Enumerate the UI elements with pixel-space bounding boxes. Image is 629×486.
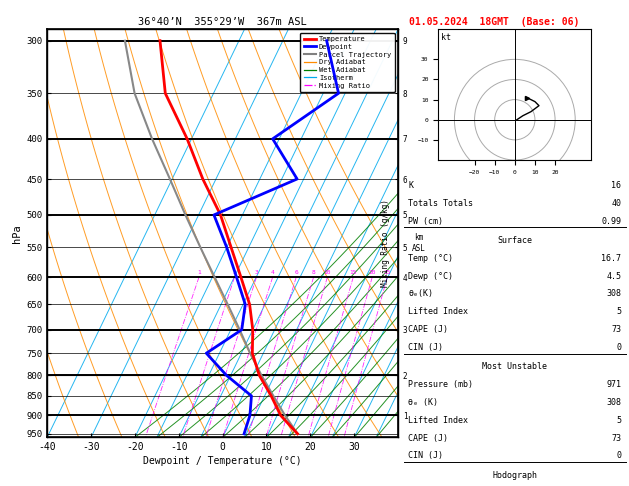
- Text: Dewp (°C): Dewp (°C): [408, 272, 454, 281]
- Text: 5: 5: [616, 416, 621, 425]
- Text: CIN (J): CIN (J): [408, 451, 443, 460]
- Text: CAPE (J): CAPE (J): [408, 434, 448, 443]
- Text: 971: 971: [606, 380, 621, 389]
- Text: 4.5: 4.5: [606, 272, 621, 281]
- X-axis label: Dewpoint / Temperature (°C): Dewpoint / Temperature (°C): [143, 456, 302, 467]
- Text: 308: 308: [606, 290, 621, 298]
- Text: K: K: [408, 181, 413, 190]
- Text: kt: kt: [442, 33, 452, 42]
- Text: 2: 2: [233, 270, 237, 275]
- Text: 73: 73: [611, 325, 621, 334]
- Text: 73: 73: [611, 434, 621, 443]
- Text: 4: 4: [270, 270, 274, 275]
- Text: 0.99: 0.99: [601, 217, 621, 226]
- Title: 36°40’N  355°29’W  367m ASL: 36°40’N 355°29’W 367m ASL: [138, 17, 307, 27]
- Text: 15: 15: [350, 270, 357, 275]
- Text: 25: 25: [384, 270, 391, 275]
- Y-axis label: km
ASL: km ASL: [412, 233, 426, 253]
- Text: θₑ(K): θₑ(K): [408, 290, 433, 298]
- Text: 40: 40: [611, 199, 621, 208]
- Text: CAPE (J): CAPE (J): [408, 325, 448, 334]
- Text: Surface: Surface: [498, 236, 532, 245]
- Text: 0: 0: [616, 451, 621, 460]
- Text: Pressure (mb): Pressure (mb): [408, 380, 473, 389]
- Text: 10: 10: [324, 270, 331, 275]
- Legend: Temperature, Dewpoint, Parcel Trajectory, Dry Adiabat, Wet Adiabat, Isotherm, Mi: Temperature, Dewpoint, Parcel Trajectory…: [300, 33, 394, 92]
- Text: 20: 20: [369, 270, 376, 275]
- Text: 5: 5: [616, 307, 621, 316]
- Text: PW (cm): PW (cm): [408, 217, 443, 226]
- Text: Totals Totals: Totals Totals: [408, 199, 473, 208]
- Text: CIN (J): CIN (J): [408, 343, 443, 352]
- Text: 1: 1: [197, 270, 201, 275]
- Text: Lifted Index: Lifted Index: [408, 416, 468, 425]
- Text: 6: 6: [294, 270, 298, 275]
- Text: Hodograph: Hodograph: [493, 471, 537, 480]
- Text: 01.05.2024  18GMT  (Base: 06): 01.05.2024 18GMT (Base: 06): [409, 17, 579, 27]
- Y-axis label: hPa: hPa: [12, 224, 22, 243]
- Text: Most Unstable: Most Unstable: [482, 363, 547, 371]
- Text: Lifted Index: Lifted Index: [408, 307, 468, 316]
- Text: 8: 8: [312, 270, 316, 275]
- Text: 3: 3: [255, 270, 259, 275]
- Text: 308: 308: [606, 398, 621, 407]
- Text: 16.7: 16.7: [601, 254, 621, 263]
- Text: 16: 16: [611, 181, 621, 190]
- Text: Mixing Ratio (g/kg): Mixing Ratio (g/kg): [381, 199, 390, 287]
- Text: Temp (°C): Temp (°C): [408, 254, 454, 263]
- Text: θₑ (K): θₑ (K): [408, 398, 438, 407]
- Text: 0: 0: [616, 343, 621, 352]
